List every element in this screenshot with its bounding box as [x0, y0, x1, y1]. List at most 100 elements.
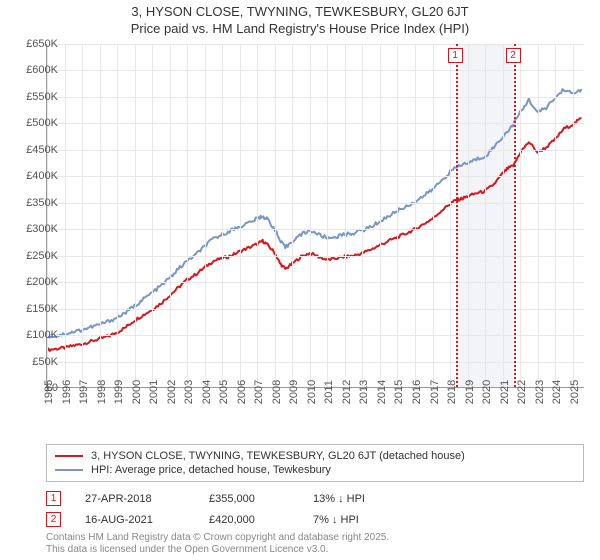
gridline-vertical [397, 44, 398, 387]
x-tick-label: 2016 [411, 380, 423, 404]
sale-marker-flag: 2 [506, 48, 521, 63]
x-tick-label: 2015 [393, 380, 405, 404]
legend-item: 3, HYSON CLOSE, TWYNING, TEWKESBURY, GL2… [55, 449, 575, 463]
y-tick-label: £650K [14, 38, 58, 50]
x-tick-label: 1997 [78, 380, 90, 404]
x-tick-label: 1998 [96, 380, 108, 404]
x-tick-label: 2005 [218, 380, 230, 404]
x-tick-label: 2009 [288, 380, 300, 404]
footnote: Contains HM Land Registry data © Crown c… [46, 532, 389, 556]
legend-label: HPI: Average price, detached house, Tewk… [91, 464, 331, 476]
gridline-vertical [82, 44, 83, 387]
x-tick-label: 2008 [271, 380, 283, 404]
gridline-vertical [433, 44, 434, 387]
x-tick-label: 2022 [516, 380, 528, 404]
gridline-vertical [292, 44, 293, 387]
gridline-vertical [152, 44, 153, 387]
y-tick-label: £500K [14, 117, 58, 129]
gridline-vertical [117, 44, 118, 387]
x-tick-label: 2025 [569, 380, 581, 404]
footnote-line: This data is licensed under the Open Gov… [46, 544, 389, 556]
legend-label: 3, HYSON CLOSE, TWYNING, TEWKESBURY, GL2… [91, 450, 465, 462]
legend-item: HPI: Average price, detached house, Tewk… [55, 463, 575, 477]
y-tick-label: £350K [14, 197, 58, 209]
gridline-vertical [415, 44, 416, 387]
gridline-vertical [485, 44, 486, 387]
legend-box: 3, HYSON CLOSE, TWYNING, TEWKESBURY, GL2… [46, 444, 584, 482]
x-tick-label: 2001 [148, 380, 160, 404]
footnote-line: Contains HM Land Registry data © Crown c… [46, 532, 389, 544]
y-tick-label: £50K [14, 356, 58, 368]
sale-row: 2 16-AUG-2021 £420,000 7% ↓ HPI [46, 509, 584, 530]
y-tick-label: £400K [14, 170, 58, 182]
y-tick-label: £250K [14, 250, 58, 262]
gridline-vertical [538, 44, 539, 387]
sales-table: 1 27-APR-2018 £355,000 13% ↓ HPI 2 16-AU… [46, 488, 584, 530]
y-tick-label: £550K [14, 91, 58, 103]
sale-row: 1 27-APR-2018 £355,000 13% ↓ HPI [46, 488, 584, 509]
x-tick-label: 2021 [499, 380, 511, 404]
line-series-svg [47, 44, 585, 388]
gridline-vertical [555, 44, 556, 387]
series-line [47, 89, 582, 338]
x-tick-label: 2011 [323, 380, 335, 404]
gridline-vertical [573, 44, 574, 387]
sale-marker-flag: 1 [448, 48, 463, 63]
gridline-vertical [503, 44, 504, 387]
gridline-vertical [362, 44, 363, 387]
x-tick-label: 1999 [113, 380, 125, 404]
x-tick-label: 2023 [534, 380, 546, 404]
gridline-vertical [468, 44, 469, 387]
legend-swatch [55, 455, 83, 457]
chart-area: 12 1995199619971998199920002001200220032… [46, 44, 584, 414]
sale-marker-box: 1 [46, 491, 61, 506]
plot-region: 12 [46, 44, 584, 388]
sale-marker-box: 2 [46, 512, 61, 527]
gridline-vertical [345, 44, 346, 387]
gridline-vertical [205, 44, 206, 387]
gridline-vertical [275, 44, 276, 387]
gridline-vertical [450, 44, 451, 387]
y-tick-label: £200K [14, 276, 58, 288]
x-tick-label: 2002 [166, 380, 178, 404]
gridline-vertical [380, 44, 381, 387]
x-tick-label: 2014 [376, 380, 388, 404]
x-tick-label: 2013 [358, 380, 370, 404]
gridline-vertical [65, 44, 66, 387]
x-tick-label: 2006 [236, 380, 248, 404]
gridline-vertical [310, 44, 311, 387]
gridline-vertical [327, 44, 328, 387]
chart-container: 3, HYSON CLOSE, TWYNING, TEWKESBURY, GL2… [0, 0, 600, 560]
sale-marker-line [456, 44, 458, 387]
x-tick-label: 1996 [61, 380, 73, 404]
gridline-vertical [187, 44, 188, 387]
chart-title-line1: 3, HYSON CLOSE, TWYNING, TEWKESBURY, GL2… [0, 0, 600, 19]
sale-date: 27-APR-2018 [85, 493, 185, 505]
x-tick-label: 2018 [446, 380, 458, 404]
x-tick-label: 2007 [253, 380, 265, 404]
sale-price: £420,000 [209, 514, 289, 526]
chart-title-line2: Price paid vs. HM Land Registry's House … [0, 19, 600, 40]
gridline-vertical [257, 44, 258, 387]
legend-swatch [55, 469, 83, 471]
x-tick-label: 2024 [551, 380, 563, 404]
y-tick-label: £600K [14, 64, 58, 76]
series-line [47, 118, 582, 351]
x-tick-label: 2017 [429, 380, 441, 404]
y-tick-label: £300K [14, 223, 58, 235]
x-tick-label: 2020 [481, 380, 493, 404]
x-tick-label: 2000 [131, 380, 143, 404]
gridline-vertical [135, 44, 136, 387]
x-tick-label: 2019 [464, 380, 476, 404]
y-tick-label: £100K [14, 329, 58, 341]
gridline-vertical [170, 44, 171, 387]
x-tick-label: 2010 [306, 380, 318, 404]
gridline-vertical [100, 44, 101, 387]
x-tick-label: 2004 [201, 380, 213, 404]
x-tick-label: 2003 [183, 380, 195, 404]
y-tick-label: £150K [14, 303, 58, 315]
gridline-vertical [222, 44, 223, 387]
sale-date: 16-AUG-2021 [85, 514, 185, 526]
gridline-vertical [240, 44, 241, 387]
gridline-vertical [520, 44, 521, 387]
